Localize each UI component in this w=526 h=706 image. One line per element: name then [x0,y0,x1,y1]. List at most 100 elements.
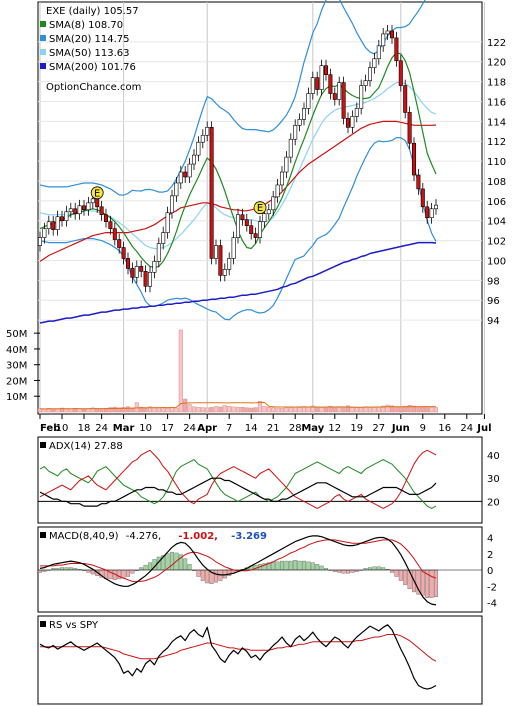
legend-swatch-sma8 [40,21,46,27]
macd-histogram-bar [434,569,439,598]
date-tick-label: Apr [197,423,217,434]
macd-histogram-bar [302,560,307,571]
macd-histogram-bar [293,560,298,571]
macd-histogram-bar [147,562,152,571]
price-tick-label: 114 [487,117,506,128]
volume-bar [169,407,175,413]
legend-swatch-sma200 [40,63,46,69]
candle-body [381,33,386,47]
price-tick-label: 106 [487,197,506,208]
volume-tick-label: 50M [6,329,27,340]
minus-di-line [39,449,437,509]
macd-label-swatch [40,532,46,538]
candle-body [214,245,219,259]
candle-body [345,118,350,128]
candle-body [293,125,298,140]
candle-body [108,221,113,229]
date-tick-label: 24 [183,423,196,434]
candle-body [257,221,262,238]
volume-bar [315,406,320,413]
macd-histogram-bar [306,561,311,571]
candle-body [425,206,430,219]
candle-body [99,206,104,216]
date-tick-label: Jul [476,423,491,434]
volume-bar [411,405,417,413]
macd-histogram-bar [38,569,43,573]
candle-body [350,116,355,128]
macd-histogram-bar [187,564,192,571]
volume-axis-ticks: 10M 20M 30M 40M 50M [6,329,40,403]
price-tick-label: 108 [487,177,506,188]
volume-bar [262,406,267,413]
adx-panel: 20 30 40 ADX(14) 27.88 [37,436,500,524]
candle-body [288,138,293,158]
price-axis-ticks: 94 96 98 100 102 104 106 108 110 112 114 116 118 120 1… [487,38,506,327]
candle-body [240,214,245,221]
watermark: OptionChance.com [46,82,141,93]
volume-bar [389,405,395,413]
macd-histogram-bar [271,561,276,571]
volume-bar [306,407,311,413]
date-tick-label: Jun [391,423,410,434]
volume-bar [385,404,390,413]
candle-body [403,85,408,113]
price-legend: EXE (daily) 105.57 SMA(8) 108.70 SMA(20)… [40,6,141,93]
macd-histogram-bar [368,567,373,571]
volume-bar [231,406,236,413]
candle-body [139,266,144,272]
upper-band-line [39,0,426,196]
candle-body [183,171,188,178]
volume-bar [279,408,285,413]
adx-label: ADX(14) 27.88 [49,441,123,452]
candle-body [161,232,166,244]
candle-body [244,219,249,226]
macd-signal-value: -1.002, [178,531,218,542]
volume-bar [191,406,197,413]
date-tick-label: 19 [350,423,363,434]
legend-sma200: SMA(200) 101.76 [49,62,136,73]
volume-bar [416,406,421,413]
volume-bar [147,406,153,413]
price-tick-label: 110 [487,157,506,168]
adx-plot-area [37,436,483,524]
macd-histogram-bar [372,566,377,571]
earnings-marker-label: E [94,188,100,199]
volume-bar [143,407,148,413]
volume-bar [165,407,170,413]
earnings-marker-label: E [257,203,263,214]
volume-bar [257,401,263,413]
candle-body [68,208,73,213]
volume-bar [139,406,144,413]
candle-body [359,85,364,109]
macd-line [39,535,437,606]
volume-bar [222,405,227,413]
candle-body [51,221,56,230]
volume-bar [337,407,342,413]
macd-histogram-bar [381,567,386,571]
volume-bar [59,407,65,413]
volume-bar [376,406,381,413]
price-candles [37,24,438,293]
candle-body [82,205,87,211]
macd-histogram-bar [130,569,135,574]
candle-body [196,141,201,156]
candle-body [178,171,183,184]
volume-bar [359,407,364,413]
candle-body [429,208,434,219]
volume-bar [244,407,249,413]
volume-bar [266,407,271,413]
candle-body [192,154,197,165]
candle-body [306,93,311,109]
date-tick-label: 14 [245,423,258,434]
volume-bar [381,405,386,413]
adx-label-swatch [40,442,46,448]
vertical-gridlines [39,2,485,414]
volume-bar [227,406,232,413]
volume-bar [37,408,43,413]
macd-histogram-bar [200,569,205,581]
candle-body [55,216,60,230]
candle-body [148,272,153,287]
candle-body [134,266,139,278]
macd-histogram-bar [143,564,148,571]
candle-body [64,211,69,222]
